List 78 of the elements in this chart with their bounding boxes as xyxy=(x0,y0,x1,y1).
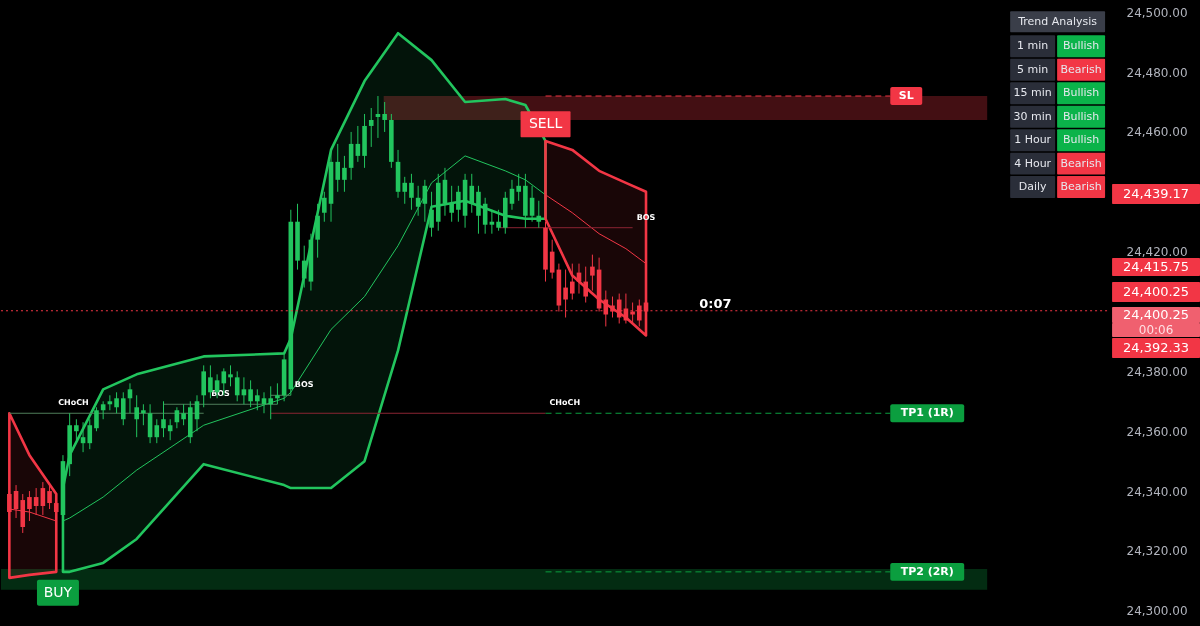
candlestick xyxy=(409,173,414,211)
ref-line-label: SL xyxy=(898,89,914,103)
candlestick xyxy=(456,185,461,223)
candlestick xyxy=(47,484,52,510)
annotation: 15 min xyxy=(1013,86,1052,100)
candlestick xyxy=(590,254,595,292)
candlestick xyxy=(382,101,387,133)
candlestick xyxy=(161,400,166,438)
y-tick-label: 24,420.00 xyxy=(1126,245,1188,260)
annotation: Bullish xyxy=(1062,86,1100,100)
candlestick xyxy=(255,388,260,411)
candlestick xyxy=(335,143,341,193)
annotation: Bearish xyxy=(1060,62,1102,76)
candlestick xyxy=(120,391,126,426)
text: 24,400.25 xyxy=(1123,306,1190,322)
candlestick xyxy=(569,263,575,301)
text: 00:06 xyxy=(1138,322,1174,337)
candlestick xyxy=(516,173,521,202)
candlestick xyxy=(201,364,206,408)
annotation: SELL xyxy=(528,115,563,132)
text: 24,400.25 xyxy=(1123,284,1190,300)
annotation: Bullish xyxy=(1062,109,1100,123)
candlestick xyxy=(429,191,434,238)
candlestick xyxy=(181,403,186,426)
ref-line-label: TP2 (2R) xyxy=(900,564,954,578)
candlestick xyxy=(268,385,274,420)
candlestick xyxy=(469,173,475,214)
candlestick xyxy=(368,107,374,148)
y-tick-label: 24,500.00 xyxy=(1126,5,1188,20)
annotation: 30 min xyxy=(1013,109,1052,123)
annotation: 0:07 xyxy=(699,296,732,311)
candlestick xyxy=(275,382,280,405)
y-tick-label: 24,380.00 xyxy=(1126,364,1188,379)
candlestick xyxy=(301,245,307,289)
annotation: Bullish xyxy=(1062,133,1100,147)
y-tick-label: 24,300.00 xyxy=(1126,604,1188,619)
series-label: CHoCH xyxy=(549,398,581,408)
series-label: CHoCH xyxy=(58,398,89,408)
series-label: BOS xyxy=(294,380,314,390)
candlestick xyxy=(248,379,253,408)
annotation: Trend Analysis xyxy=(1017,14,1098,28)
y-tick-label: 24,320.00 xyxy=(1126,544,1188,559)
candlestick xyxy=(94,406,99,432)
annotation: 5 min xyxy=(1017,62,1049,76)
candlestick xyxy=(114,391,119,414)
candlestick xyxy=(536,200,542,229)
y-tick-label: 24,480.00 xyxy=(1126,65,1188,80)
annotation: Bearish xyxy=(1060,156,1102,170)
y-tick-label: 24,460.00 xyxy=(1126,125,1188,140)
candlestick xyxy=(134,394,139,438)
annotation: BUY xyxy=(43,583,73,600)
candlestick xyxy=(141,403,146,426)
candlestick xyxy=(496,209,501,232)
annotation: 4 Hour xyxy=(1014,156,1052,170)
candlestick xyxy=(342,155,347,193)
ref-line-label: TP1 (1R) xyxy=(900,406,954,420)
y-tick-label: 24,360.00 xyxy=(1126,424,1188,439)
candlestick xyxy=(228,364,233,387)
text: 24,415.75 xyxy=(1123,259,1190,275)
annotation: Bullish xyxy=(1062,39,1100,53)
candlestick xyxy=(402,176,408,205)
annotation: Bearish xyxy=(1060,180,1102,194)
annotation: 1 Hour xyxy=(1014,133,1052,147)
annotation: Daily xyxy=(1018,180,1048,194)
candlestick xyxy=(234,370,240,402)
y-tick-label: 24,340.00 xyxy=(1126,484,1188,499)
text: 24,392.33 xyxy=(1123,339,1190,355)
text: 24,439.17 xyxy=(1123,186,1190,202)
annotation: 1 min xyxy=(1017,39,1049,53)
candlestick xyxy=(583,266,588,304)
candlestick xyxy=(476,185,481,235)
candlestick xyxy=(87,418,93,450)
candlestick xyxy=(322,191,327,223)
candlestick xyxy=(154,418,160,444)
candlestick xyxy=(449,185,454,223)
candlestick xyxy=(208,364,213,399)
candlestick xyxy=(74,418,79,441)
candlestick xyxy=(315,203,320,259)
